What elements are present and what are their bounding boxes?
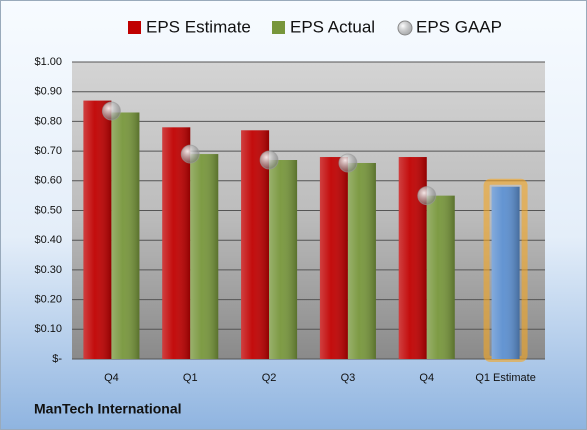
legend-marker (128, 21, 141, 34)
y-tick-label: $0.60 (34, 175, 62, 187)
legend-label: EPS Estimate (146, 17, 251, 36)
y-tick-label: $0.80 (34, 115, 62, 127)
bar-shine (426, 195, 455, 359)
bar-shine (111, 112, 140, 360)
legend-marker (272, 21, 285, 34)
bar-shine (491, 186, 520, 359)
y-tick-label: $- (52, 353, 62, 365)
bar-shine (83, 100, 112, 360)
y-tick-label: $0.10 (34, 323, 62, 335)
bar-shine (162, 127, 191, 359)
gaap-point (101, 101, 121, 121)
legend-label: EPS Actual (290, 17, 375, 36)
footer: ManTech International (34, 401, 182, 417)
bar-shine (319, 157, 348, 359)
y-tick-label: $0.40 (34, 234, 62, 246)
x-tick-label: Q1 Estimate (475, 372, 536, 384)
bar-shine (347, 162, 376, 359)
x-tick-label: Q4 (419, 372, 434, 384)
x-tick-label: Q1 (183, 372, 198, 384)
bar-shine (269, 160, 298, 359)
y-tick-label: $0.20 (34, 294, 62, 306)
legend-marker (397, 20, 413, 36)
y-tick-label: $0.50 (34, 204, 62, 216)
x-tick-label: Q2 (262, 372, 277, 384)
gaap-point (180, 144, 200, 164)
gaap-point (259, 150, 279, 170)
legend-label: EPS GAAP (416, 17, 502, 36)
y-tick-label: $0.90 (34, 86, 62, 98)
bar-shine (241, 130, 270, 359)
x-tick-label: Q3 (341, 372, 356, 384)
gaap-point (417, 186, 437, 206)
y-tick-label: $0.70 (34, 145, 62, 157)
bar-shine (190, 154, 219, 359)
y-tick-label: $0.30 (34, 264, 62, 276)
x-tick-label: Q4 (104, 372, 119, 384)
gaap-point (338, 153, 358, 173)
y-tick-label: $1.00 (34, 56, 62, 68)
